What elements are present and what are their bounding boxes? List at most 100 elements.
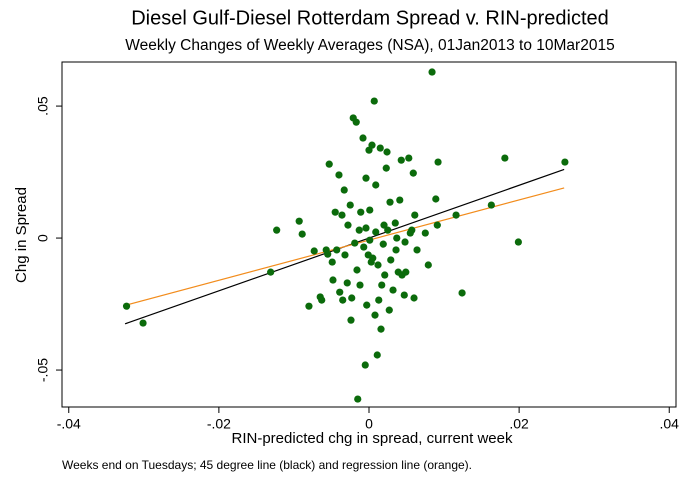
- point: [376, 144, 384, 152]
- point: [329, 276, 337, 284]
- point: [122, 302, 131, 310]
- point: [273, 226, 281, 234]
- y-tick-label: 0: [35, 234, 51, 242]
- point: [366, 206, 374, 214]
- point: [452, 211, 460, 219]
- point: [501, 154, 509, 162]
- point: [360, 243, 368, 251]
- point: [267, 268, 275, 276]
- point: [410, 294, 418, 302]
- point: [310, 247, 318, 255]
- point: [421, 229, 429, 237]
- point: [411, 211, 419, 219]
- point: [369, 254, 377, 262]
- point: [295, 217, 303, 225]
- y-axis-label: Chg in Spread: [13, 187, 30, 283]
- point: [384, 226, 392, 234]
- point: [341, 251, 349, 259]
- point: [378, 281, 386, 289]
- point: [408, 226, 416, 234]
- point: [487, 201, 495, 209]
- footnote: Weeks end on Tuesdays; 45 degree line (b…: [62, 458, 472, 472]
- point: [347, 316, 355, 324]
- point: [458, 289, 466, 297]
- x-tick-label: .02: [509, 416, 529, 432]
- point: [434, 158, 442, 166]
- point: [397, 156, 405, 164]
- point: [336, 288, 344, 296]
- y-tick-label: -.05: [35, 358, 51, 382]
- point: [318, 296, 326, 304]
- point: [335, 171, 343, 179]
- point: [561, 158, 569, 166]
- point: [372, 228, 380, 236]
- point: [392, 246, 400, 254]
- point: [371, 311, 379, 319]
- point: [413, 246, 421, 254]
- point: [370, 97, 378, 105]
- point: [379, 240, 387, 248]
- point: [340, 186, 348, 194]
- point: [393, 234, 401, 242]
- point: [391, 219, 399, 227]
- x-tick-label: 0: [365, 416, 373, 432]
- point: [355, 226, 363, 234]
- point: [351, 239, 359, 247]
- chart-subtitle: Weekly Changes of Weekly Averages (NSA),…: [125, 37, 614, 54]
- point: [363, 301, 371, 309]
- point: [328, 258, 336, 266]
- point: [368, 141, 376, 149]
- x-tick-label: -.04: [57, 416, 81, 432]
- point: [339, 296, 347, 304]
- point: [324, 250, 332, 258]
- point: [374, 261, 382, 269]
- point: [361, 361, 369, 369]
- point: [352, 118, 360, 126]
- point: [432, 195, 440, 203]
- point: [305, 302, 313, 310]
- point: [348, 294, 356, 302]
- point: [353, 266, 361, 274]
- point: [380, 221, 388, 229]
- point: [366, 236, 374, 244]
- point: [354, 395, 362, 403]
- point: [409, 169, 417, 177]
- point: [385, 306, 393, 314]
- point: [333, 246, 341, 254]
- fit-line: [124, 187, 565, 306]
- point: [298, 230, 306, 238]
- point: [402, 268, 410, 276]
- point: [346, 201, 354, 209]
- point: [372, 181, 380, 189]
- point: [344, 221, 352, 229]
- point: [405, 154, 413, 162]
- x-tick-label: -.02: [207, 416, 231, 432]
- point: [331, 208, 339, 216]
- point: [373, 351, 381, 359]
- x-axis-label: RIN-predicted chg in spread, current wee…: [232, 430, 513, 447]
- point: [428, 68, 436, 76]
- point: [359, 134, 367, 142]
- point: [382, 164, 390, 172]
- point: [377, 325, 385, 333]
- point: [356, 281, 364, 289]
- point: [389, 286, 397, 294]
- point: [383, 148, 391, 156]
- point: [338, 211, 346, 219]
- point: [139, 319, 147, 327]
- point: [387, 256, 395, 264]
- point: [375, 296, 383, 304]
- plot-frame: [61, 61, 677, 408]
- point: [400, 291, 408, 299]
- point: [325, 160, 333, 168]
- point: [396, 196, 404, 204]
- point: [357, 208, 365, 216]
- x-tick-label: .04: [660, 416, 680, 432]
- point: [362, 174, 370, 182]
- point: [514, 238, 522, 246]
- point: [386, 198, 394, 206]
- point: [401, 238, 409, 246]
- point: [343, 279, 351, 287]
- point: [381, 271, 389, 279]
